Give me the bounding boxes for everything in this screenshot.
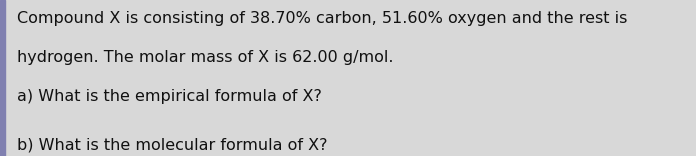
Text: a) What is the empirical formula of X?: a) What is the empirical formula of X? xyxy=(17,89,322,104)
Bar xyxy=(0,0,5,156)
Text: Compound X is consisting of 38.70% carbon, 51.60% oxygen and the rest is: Compound X is consisting of 38.70% carbo… xyxy=(17,11,628,26)
Text: hydrogen. The molar mass of X is 62.00 g/mol.: hydrogen. The molar mass of X is 62.00 g… xyxy=(17,50,394,65)
Text: b) What is the molecular formula of X?: b) What is the molecular formula of X? xyxy=(17,137,328,152)
